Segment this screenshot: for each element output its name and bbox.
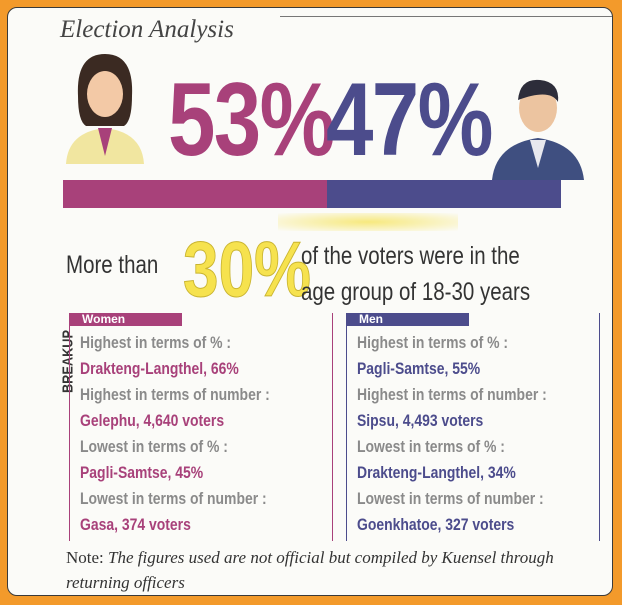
rule [280,16,612,17]
item-value: Goenkhatoe, 327 voters [357,515,514,535]
age-prefix: More than [66,251,158,280]
page: {"title": "Election Analysis", "shares":… [0,0,622,605]
man-icon [488,68,588,180]
item-value: Sipsu, 4,493 voters [357,411,483,431]
note: Note: The figures used are not official … [66,545,606,595]
item-label: Lowest in terms of number : [357,489,544,509]
item-value: Pagli-Samtse, 55% [357,359,480,379]
panel: Election Analysis 53% 47% More than 30% … [7,7,613,596]
share-segment [63,180,327,208]
item-label: Lowest in terms of number : [80,489,267,509]
age-line: age group of 18-30 years [301,278,530,307]
age-line: of the voters were in the [301,242,520,271]
item-value: Drakteng-Langthel, 66% [80,359,239,379]
item-value: Gasa, 374 voters [80,515,191,535]
group-box: Men Highest in terms of % : Pagli-Samtse, … [346,313,600,541]
men-share: 47% [326,68,492,172]
share-bar [63,180,561,208]
share-segment [327,180,561,208]
item-label: Lowest in terms of % : [357,437,505,457]
item-label: Highest in terms of % : [80,333,231,353]
women-share: 53% [168,68,334,172]
group-box: Women Highest in terms of % : Drakteng-Lan… [69,313,333,541]
age-highlight: 30% [183,230,311,308]
item-label: Highest in terms of number : [80,385,270,405]
item-value: Pagli-Samtse, 45% [80,463,203,483]
item-label: Highest in terms of % : [357,333,508,353]
group-name: Women [70,313,182,326]
woman-icon [58,46,153,166]
note-text: The figures used are not official but co… [66,548,554,592]
item-value: Gelephu, 4,640 voters [80,411,224,431]
group-name: Men [347,313,469,326]
note-lead: Note: [66,548,104,567]
title: Election Analysis [60,16,234,44]
item-label: Highest in terms of number : [357,385,547,405]
item-label: Lowest in terms of % : [80,437,228,457]
item-value: Drakteng-Langthel, 34% [357,463,516,483]
